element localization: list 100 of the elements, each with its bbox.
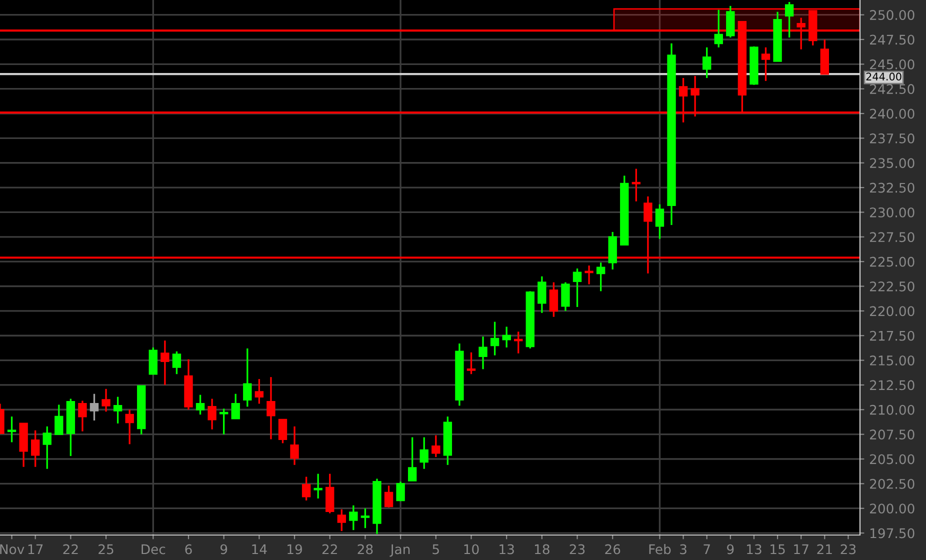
y-tick-label: 247.50	[870, 34, 914, 45]
x-tick-label: Feb	[649, 544, 671, 554]
y-tick-label: 215.00	[870, 356, 914, 366]
x-tick-label: 15	[770, 544, 785, 554]
y-tick-label: 245.00	[870, 59, 914, 70]
candlestick	[113, 396, 122, 424]
x-tick-label: 22	[63, 544, 78, 554]
candlestick	[549, 281, 558, 318]
candlestick	[538, 276, 546, 314]
candlestick	[584, 264, 594, 286]
x-tick-label: 18	[534, 544, 550, 554]
candlestick	[420, 436, 428, 470]
x-tick-label: 22	[322, 544, 337, 554]
y-tick-label: 232.50	[870, 182, 914, 193]
y-tick-label: 210.00	[870, 404, 914, 415]
candlestick	[243, 348, 252, 408]
candlestick	[42, 426, 52, 470]
ref-line-label: 244.00	[866, 72, 902, 81]
candlestick	[384, 484, 394, 508]
candlestick	[702, 46, 712, 79]
y-tick-label: 207.50	[870, 430, 914, 440]
x-tick-label: 13	[500, 544, 514, 554]
y-tick-label: 200.00	[870, 504, 914, 514]
x-tick-label: 7	[704, 544, 710, 554]
y-tick-label: 230.00	[870, 207, 914, 218]
x-tick-label: 26	[605, 544, 620, 554]
candlestick	[160, 340, 170, 386]
y-tick-label: 222.50	[870, 281, 914, 292]
x-tick-label: Nov	[0, 544, 24, 554]
candlestick	[349, 504, 358, 531]
candlestick	[326, 472, 334, 514]
candlestick	[125, 408, 134, 446]
candlestick	[432, 434, 440, 458]
y-tick-label: 240.00	[870, 108, 914, 119]
candlestick	[302, 476, 311, 502]
y-tick-label: 212.50	[870, 380, 914, 390]
candlestick	[514, 330, 523, 354]
x-tick-label: 23	[840, 544, 856, 554]
candlestick	[7, 416, 16, 444]
candlestick	[561, 281, 570, 312]
x-tick-label: 5	[432, 544, 439, 554]
candlestick	[172, 350, 182, 375]
candlestick	[148, 346, 158, 375]
y-tick-label: 217.50	[870, 330, 914, 341]
x-tick-label: 3	[680, 544, 686, 554]
candlestick	[231, 393, 240, 420]
candlestick	[102, 388, 110, 412]
candlestick	[466, 352, 476, 375]
candlestick	[502, 326, 511, 348]
candlestick	[655, 203, 664, 240]
candlestick	[290, 426, 299, 466]
candlestick	[360, 508, 370, 529]
x-tick-label: 19	[288, 544, 302, 554]
candlestick	[632, 168, 641, 202]
x-tick-label: 10	[464, 544, 479, 554]
candlestick	[490, 320, 500, 356]
x-tick-label: 13	[747, 544, 762, 554]
y-tick-label: 202.50	[870, 478, 914, 489]
candlestick	[30, 430, 40, 468]
x-tick-label: 6	[185, 544, 192, 554]
candlestick	[54, 404, 64, 436]
y-tick-label: 225.00	[870, 256, 914, 267]
candlestick	[278, 418, 288, 444]
candlestick	[208, 398, 216, 430]
y-tick-label: 205.00	[870, 454, 914, 464]
x-tick-label: Jan	[390, 544, 410, 557]
y-tick-label: 220.00	[870, 306, 914, 316]
x-tick-label: 14	[252, 544, 267, 554]
x-tick-label: 25	[98, 544, 114, 554]
x-tick-label: 21	[817, 544, 832, 554]
candlestick	[408, 436, 417, 482]
candlestick	[396, 480, 405, 502]
candlestick	[266, 376, 276, 440]
candlestick	[337, 508, 346, 532]
x-tick-label: 17	[28, 544, 43, 554]
candlestick	[784, 1, 794, 38]
y-tick-label: 237.50	[870, 133, 914, 144]
x-tick-label: 28	[358, 544, 373, 554]
y-tick-label: 227.50	[870, 232, 914, 242]
candlestick	[78, 400, 87, 432]
x-tick-label: 23	[570, 544, 585, 554]
y-tick-label: 242.50	[870, 84, 914, 94]
y-tick-label: 235.00	[870, 158, 914, 168]
candlestick	[196, 394, 205, 416]
candlestick	[572, 268, 582, 308]
candlestick	[714, 9, 723, 48]
x-tick-label: Dec	[142, 544, 166, 554]
candlestick	[478, 336, 488, 370]
x-tick-label: 17	[794, 544, 808, 554]
candlestick	[219, 408, 228, 436]
candlestick	[90, 393, 99, 422]
candlestick	[726, 5, 735, 38]
y-tick-label: 250.00	[870, 10, 914, 20]
x-tick-label: 9	[727, 544, 734, 554]
candlestick	[254, 378, 264, 405]
y-tick-label: 197.50	[870, 528, 914, 538]
candlestick	[314, 472, 322, 500]
x-tick-label: 9	[220, 544, 228, 554]
candlestick	[761, 46, 770, 82]
candlestick	[596, 262, 606, 292]
